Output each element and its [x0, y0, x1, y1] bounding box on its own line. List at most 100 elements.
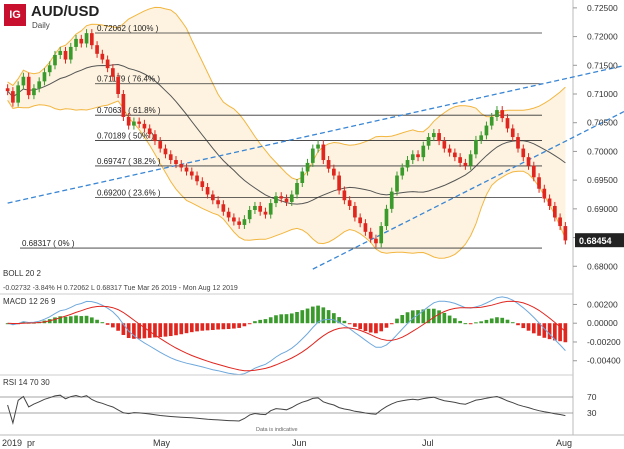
candle-body: [68, 46, 73, 60]
candle-body: [505, 118, 510, 129]
candle-body: [142, 123, 147, 129]
candle-body: [537, 177, 541, 189]
candle-body: [321, 144, 326, 161]
macd-histogram-bar: [358, 323, 363, 330]
macd-histogram-bar: [274, 315, 278, 324]
macd-tick-label: 0.00000: [587, 318, 618, 328]
macd-histogram-bar: [495, 317, 499, 324]
candle-body: [363, 223, 368, 232]
candle-body: [284, 198, 289, 202]
price-tick-label: 0.69000: [587, 204, 618, 214]
macd-histogram-bar: [53, 317, 57, 324]
candle-body: [237, 221, 241, 225]
macd-histogram-bar: [458, 320, 462, 324]
macd-histogram-bar: [321, 307, 326, 324]
candle-body: [410, 154, 415, 161]
bollinger-fill: [7, 7, 566, 259]
macd-histogram-bar: [79, 316, 84, 324]
macd-histogram-bar: [21, 321, 26, 324]
candle-body: [247, 209, 252, 220]
macd-histogram-bar: [379, 323, 384, 332]
macd-histogram-bar: [374, 323, 378, 334]
candle-body: [268, 203, 273, 215]
macd-histogram-bar: [337, 317, 341, 324]
macd-histogram-bar: [137, 323, 142, 339]
macd-histogram-bar: [268, 317, 273, 324]
price-tick-label: 0.72500: [587, 3, 618, 13]
macd-histogram-bar: [400, 315, 405, 324]
macd-histogram-bar: [474, 322, 478, 324]
candle-body: [310, 148, 315, 163]
candle-body: [42, 72, 47, 82]
candle-body: [400, 167, 405, 176]
candle-body: [563, 226, 568, 241]
candle-body: [405, 160, 410, 168]
price-tick-label: 0.72000: [587, 32, 618, 42]
macd-histogram-bar: [142, 323, 147, 339]
time-axis-label: Aug: [556, 438, 572, 448]
bollinger-lower: [7, 100, 566, 259]
macd-histogram-bar: [116, 323, 120, 331]
macd-histogram-bar: [237, 323, 241, 328]
candle-body: [368, 231, 373, 239]
candle-body: [116, 76, 120, 94]
time-axis-label: Jul: [422, 438, 434, 448]
macd-histogram-bar: [132, 323, 136, 339]
macd-histogram-bar: [410, 310, 415, 324]
candle-body: [32, 88, 36, 96]
candle-body: [421, 145, 426, 158]
macd-histogram-bar: [395, 318, 399, 324]
macd-histogram-bar: [189, 323, 194, 333]
macd-histogram-bar: [163, 323, 168, 337]
time-axis-label: May: [153, 438, 171, 448]
macd-histogram-bar: [232, 323, 236, 329]
macd-histogram-bar: [516, 323, 520, 326]
fib-level-label: 0.70189 ( 50% ): [97, 132, 154, 141]
macd-histogram-bar: [558, 323, 562, 342]
price-tick-label: 0.68000: [587, 261, 618, 271]
candle-body: [205, 187, 210, 195]
candle-body: [37, 81, 42, 89]
price-tick-label: 0.71500: [587, 60, 618, 70]
candle-body: [332, 168, 336, 176]
candle-body: [105, 59, 110, 69]
macd-histogram-bar: [332, 313, 336, 324]
macd-legend: MACD 12 26 9: [3, 297, 56, 306]
macd-histogram-bar: [342, 320, 347, 324]
candle-body: [174, 160, 178, 165]
candle-body: [542, 188, 547, 199]
candle-body: [195, 175, 199, 182]
macd-histogram-bar: [295, 311, 299, 324]
candle-body: [100, 53, 105, 60]
macd-histogram-bar: [363, 323, 368, 332]
candle-body: [516, 137, 520, 149]
rsi-line: [7, 394, 566, 425]
candle-body: [158, 141, 163, 149]
candle-body: [221, 204, 226, 212]
candle-body: [353, 205, 357, 218]
rsi-tick-label: 30: [587, 408, 597, 418]
macd-histogram-bar: [468, 323, 473, 325]
macd-histogram-bar: [426, 308, 431, 324]
macd-histogram-bar: [158, 323, 163, 338]
candle-body: [468, 154, 473, 166]
candle-body: [58, 50, 63, 55]
candle-body: [374, 238, 378, 244]
macd-histogram-bar: [310, 306, 315, 324]
macd-histogram-bar: [384, 323, 389, 328]
bollinger-upper: [7, 6, 566, 181]
macd-histogram-bar: [111, 323, 115, 328]
macd-histogram-bar: [184, 323, 189, 334]
macd-histogram-bar: [179, 323, 184, 335]
candle-body: [316, 144, 320, 149]
candle-body: [226, 211, 231, 218]
fib-level-label: 0.70631 ( 61.8% ): [97, 106, 161, 115]
macd-histogram-bar: [153, 323, 157, 338]
candle-body: [63, 50, 68, 60]
time-axis-label: 2019: [2, 438, 22, 448]
candle-body: [358, 217, 363, 224]
time-axis-label: Jun: [292, 438, 307, 448]
ig-logo: IG: [4, 4, 26, 26]
macd-histogram-bar: [279, 314, 284, 324]
macd-histogram-bar: [389, 323, 394, 325]
